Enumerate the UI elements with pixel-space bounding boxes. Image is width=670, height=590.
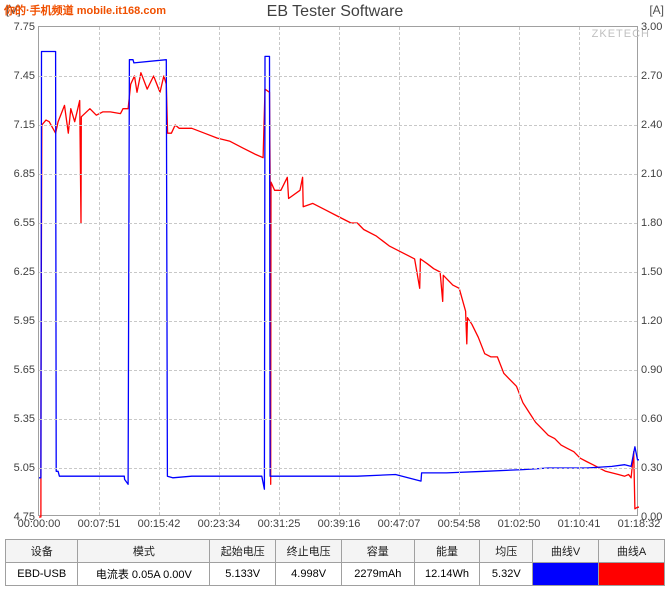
- col-curve-v: 曲线V: [533, 540, 599, 563]
- col-mode: 模式: [78, 540, 210, 563]
- x-tick: 00:31:25: [258, 515, 301, 530]
- cell-capacity: 2279mAh: [342, 563, 414, 586]
- x-tick: 00:54:58: [438, 515, 481, 530]
- chart-plot-area: 4.750.005.050.305.350.605.650.905.951.20…: [38, 26, 638, 516]
- y-right-tick: 2.10: [637, 168, 662, 180]
- brand-watermark: ZKETECH: [592, 28, 650, 40]
- y-left-tick: 5.05: [14, 462, 39, 474]
- x-tick: 00:15:42: [138, 515, 181, 530]
- y-right-tick: 1.50: [637, 266, 662, 278]
- cell-end-v: 4.998V: [276, 563, 342, 586]
- y-right-tick: 2.70: [637, 70, 662, 82]
- x-tick: 00:07:51: [78, 515, 121, 530]
- summary-table: 设备 模式 起始电压 终止电压 容量 能量 均压 曲线V 曲线A EBD-USB…: [5, 539, 665, 586]
- y-right-tick: 2.40: [637, 119, 662, 131]
- cell-energy: 12.14Wh: [414, 563, 480, 586]
- y-right-tick: 1.20: [637, 315, 662, 327]
- cell-curve-a-swatch: [599, 563, 665, 586]
- y-left-tick: 6.25: [14, 266, 39, 278]
- x-tick: 00:23:34: [198, 515, 241, 530]
- x-tick: 01:18:32: [618, 515, 661, 530]
- cell-device: EBD-USB: [6, 563, 78, 586]
- y-left-tick: 6.55: [14, 217, 39, 229]
- y-left-tick: 5.35: [14, 413, 39, 425]
- y-left-tick: 5.65: [14, 364, 39, 376]
- x-tick: 01:02:50: [498, 515, 541, 530]
- col-device: 设备: [6, 540, 78, 563]
- col-energy: 能量: [414, 540, 480, 563]
- x-tick: 00:47:07: [378, 515, 421, 530]
- col-start-v: 起始电压: [210, 540, 276, 563]
- x-tick: 01:10:41: [558, 515, 601, 530]
- cell-mode: 电流表 0.05A 0.00V: [78, 563, 210, 586]
- y-left-tick: 5.95: [14, 315, 39, 327]
- table-header-row: 设备 模式 起始电压 终止电压 容量 能量 均压 曲线V 曲线A: [6, 540, 665, 563]
- watermark-text: 你的·手机频道 mobile.it168.com: [4, 2, 166, 18]
- y-left-tick: 7.45: [14, 70, 39, 82]
- x-tick: 00:39:16: [318, 515, 361, 530]
- col-capacity: 容量: [342, 540, 414, 563]
- col-end-v: 终止电压: [276, 540, 342, 563]
- cell-avg-v: 5.32V: [480, 563, 533, 586]
- y-left-tick: 7.15: [14, 119, 39, 131]
- y-right-tick: 0.30: [637, 462, 662, 474]
- col-avg-v: 均压: [480, 540, 533, 563]
- table-data-row: EBD-USB 电流表 0.05A 0.00V 5.133V 4.998V 22…: [6, 563, 665, 586]
- cell-start-v: 5.133V: [210, 563, 276, 586]
- right-axis-unit: [A]: [649, 3, 664, 17]
- y-left-tick: 7.75: [14, 21, 39, 33]
- cell-curve-v-swatch: [533, 563, 599, 586]
- x-tick: 00:00:00: [18, 515, 61, 530]
- y-right-tick: 1.80: [637, 217, 662, 229]
- y-right-tick: 0.60: [637, 413, 662, 425]
- y-left-tick: 6.85: [14, 168, 39, 180]
- col-curve-a: 曲线A: [599, 540, 665, 563]
- y-right-tick: 0.90: [637, 364, 662, 376]
